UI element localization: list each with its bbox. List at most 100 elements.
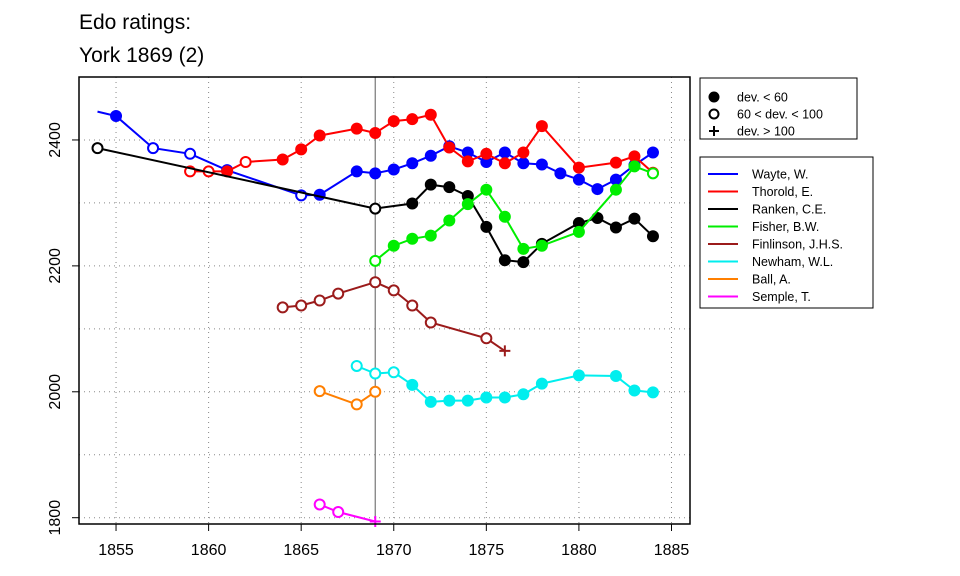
data-point: [406, 299, 419, 312]
data-point: [480, 220, 493, 233]
data-point: [499, 345, 511, 357]
x-tick-label: 1875: [469, 542, 505, 559]
data-point: [424, 149, 437, 162]
chart-title: Edo ratings:: [79, 11, 191, 34]
legend-label: Finlinson, J.H.S.: [752, 238, 843, 252]
data-point: [147, 142, 160, 155]
data-point: [313, 129, 326, 142]
series-thorold-e: [184, 108, 659, 179]
data-point: [184, 147, 197, 160]
x-tick-label: 1870: [376, 542, 412, 559]
data-point: [424, 229, 437, 242]
data-point: [424, 316, 437, 329]
data-point: [276, 301, 289, 314]
data-point: [628, 150, 641, 163]
data-point: [350, 122, 363, 135]
plot-frame: [78, 76, 691, 525]
series-fisher-b-w: [369, 160, 659, 267]
data-point: [313, 385, 326, 398]
series-finlinson-j-h-s: [276, 276, 511, 357]
data-point: [646, 386, 659, 399]
data-point: [517, 242, 530, 255]
data-point: [628, 212, 641, 225]
marker-legend: dev. < 60 60 < dev. < 100 dev. > 100: [699, 77, 858, 140]
y-tick-label: 2200: [47, 248, 64, 284]
y-tick-label: 2400: [47, 122, 64, 158]
data-point: [535, 158, 548, 171]
legend-label: Ranken, C.E.: [752, 203, 826, 217]
data-point: [443, 394, 456, 407]
data-point: [609, 156, 622, 169]
data-point: [369, 167, 382, 180]
data-point: [535, 377, 548, 390]
data-point: [406, 157, 419, 170]
data-point: [369, 276, 382, 289]
marker-legend-label: dev. > 100: [737, 125, 795, 139]
chart-subtitle: York 1869 (2): [79, 44, 204, 67]
data-point: [332, 287, 345, 300]
data-point: [572, 173, 585, 186]
legend-label: Newham, W.L.: [752, 255, 833, 269]
data-point: [369, 515, 381, 527]
data-point: [406, 197, 419, 210]
legend-label: Fisher, B.W.: [752, 220, 819, 234]
data-point: [609, 370, 622, 383]
data-point: [110, 110, 123, 123]
x-tick-label: 1860: [191, 542, 227, 559]
data-point: [350, 165, 363, 178]
y-tick-label: 2000: [47, 374, 64, 410]
marker-legend-label: 60 < dev. < 100: [737, 108, 823, 122]
data-point: [498, 210, 511, 223]
data-point: [708, 108, 720, 120]
data-point: [646, 230, 659, 243]
data-point: [350, 398, 363, 411]
data-point: [295, 299, 308, 312]
series-legend: Wayte, W. Thorold, E. Ranken, C.E. Fisher, …: [699, 156, 874, 309]
data-point: [517, 157, 530, 170]
data-point: [708, 91, 720, 103]
series-line: [319, 390, 376, 406]
data-point: [572, 369, 585, 382]
data-point: [461, 155, 474, 168]
data-point: [387, 115, 400, 128]
data-point: [461, 394, 474, 407]
data-point: [709, 126, 719, 136]
data-point: [387, 163, 400, 176]
marker-legend-box: [699, 77, 858, 140]
data-point: [572, 225, 585, 238]
data-point: [369, 127, 382, 140]
data-point: [517, 388, 530, 401]
data-point: [628, 160, 641, 173]
data-point: [535, 120, 548, 133]
x-tick-label: 1885: [654, 542, 690, 559]
data-point: [387, 284, 400, 297]
data-point: [628, 384, 641, 397]
data-point: [295, 143, 308, 156]
data-point: [443, 214, 456, 227]
legend-label: Wayte, W.: [752, 168, 809, 182]
data-point: [313, 498, 326, 511]
data-point: [498, 391, 511, 404]
data-point: [406, 113, 419, 126]
data-point: [480, 332, 493, 345]
data-point: [517, 256, 530, 269]
data-point: [406, 232, 419, 245]
data-point: [498, 157, 511, 170]
axes: 1855 1860 1865 1870 1875 1880 1885 1800 2000 2200…: [47, 122, 689, 559]
legend-label: Semple, T.: [752, 290, 811, 304]
data-point: [424, 108, 437, 121]
data-point: [443, 181, 456, 194]
series-line: [190, 113, 654, 174]
series-newham-w-l: [350, 359, 659, 408]
data-point: [424, 178, 437, 191]
series-layer: [91, 108, 659, 527]
data-point: [350, 359, 363, 372]
data-point: [313, 294, 326, 307]
legend-label: Thorold, E.: [752, 185, 813, 199]
data-point: [369, 254, 382, 267]
data-point: [646, 146, 659, 159]
series-line: [319, 503, 376, 523]
data-point: [461, 198, 474, 211]
x-tick-label: 1880: [561, 542, 597, 559]
data-point: [498, 254, 511, 267]
